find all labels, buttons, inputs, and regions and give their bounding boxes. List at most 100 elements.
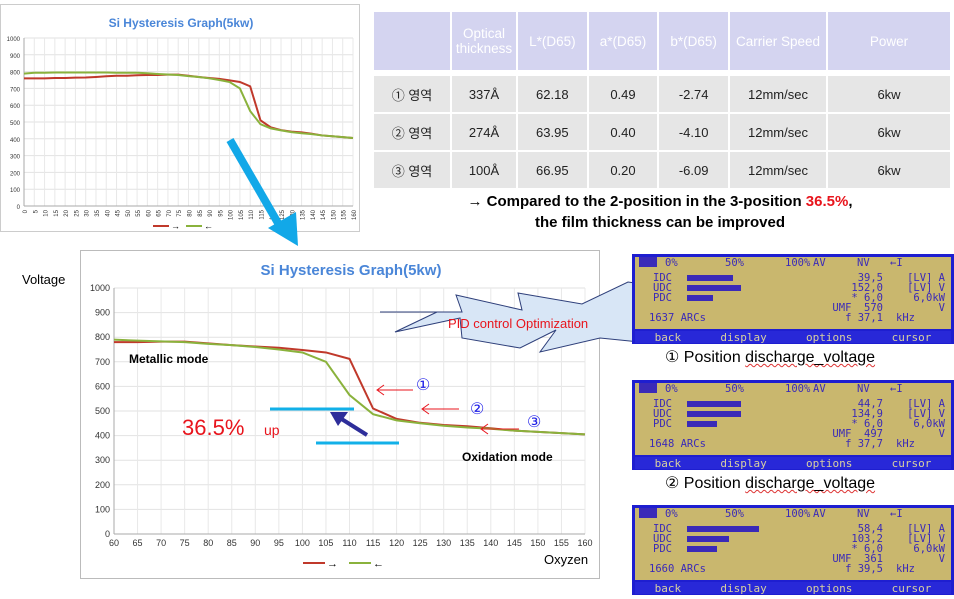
x-tick-label: 20 <box>64 209 70 216</box>
x-tick-label: 70 <box>156 538 166 548</box>
x-tick-label: 35 <box>95 209 101 216</box>
x-tick-label: 30 <box>85 209 91 216</box>
screen-caption: ② Position discharge_voltage <box>665 473 875 493</box>
x-tick-label: 155 <box>554 538 569 548</box>
x-tick-label: 5 <box>33 209 39 213</box>
screen-softkey-display[interactable]: display <box>720 331 767 344</box>
screen-row-value: 152,0 <box>851 282 883 294</box>
x-tick-label: 120 <box>389 538 404 548</box>
x-tick-label: 65 <box>133 538 143 548</box>
screen-softkey-display[interactable]: display <box>720 582 767 595</box>
screen-softkey-options[interactable]: options <box>805 582 853 595</box>
x-tick-label: 85 <box>198 209 204 216</box>
screen-softkey-options[interactable]: options <box>805 457 853 470</box>
screen-row-value: * 6,0 <box>851 292 883 304</box>
screen-softkey-cursor[interactable]: cursor <box>891 582 932 595</box>
table-cell: 337Å <box>452 76 516 112</box>
table-cell: ② 영역 <box>374 114 450 150</box>
umf-unit: V <box>938 553 945 565</box>
table-cell: 12mm/sec <box>730 152 826 188</box>
screen-row-unit: 6,0kW <box>913 418 945 430</box>
y-tick-label: 200 <box>95 480 110 490</box>
small-hysteresis-chart: Si Hysteresis Graph(5kw) → ← 0 100 200 300 4… <box>0 4 360 232</box>
x-tick-label: 65 <box>157 209 163 216</box>
x-tick-label: 160 <box>352 209 358 220</box>
screen-row-value: 44,7 <box>857 398 883 410</box>
table-row: ① 영역 337Å 62.18 0.49 -2.74 12mm/sec 6kw <box>374 76 950 112</box>
note-percent: 36.5% <box>805 193 849 210</box>
x-tick-label: 60 <box>146 209 152 216</box>
screen-header-item: NV <box>857 257 870 269</box>
small-chart-svg: Si Hysteresis Graph(5kw) → ← 01002003004… <box>7 16 358 231</box>
x-tick-label: 100 <box>229 209 235 220</box>
frequency-value: f 37,7 <box>845 438 883 450</box>
screen-row-label: UDC <box>653 533 672 545</box>
note-line2: the film thickness can be improved <box>534 214 786 231</box>
y-tick-label: 300 <box>95 455 110 465</box>
screen-row-unit: [LV] V <box>907 408 945 420</box>
x-tick-label: 125 <box>413 538 428 548</box>
level-bar <box>687 411 741 417</box>
controller-screen: 0% 50% 100% AV NV ←I IDC 58,4 [LV] A UDC 103,2 [LV]… <box>632 505 954 595</box>
y-tick-label: 600 <box>10 104 21 110</box>
screen-softkey-back[interactable]: back <box>654 582 682 595</box>
y-tick-label: 800 <box>95 332 110 342</box>
screen-row-label: UDC <box>653 408 672 420</box>
table-cell: -2.74 <box>659 76 728 112</box>
x-tick-label: 80 <box>203 538 213 548</box>
x-tick-label: 55 <box>136 209 142 216</box>
antenna-icon <box>639 383 657 393</box>
x-tick-label: 135 <box>460 538 475 548</box>
y-tick-label: 200 <box>10 171 21 177</box>
table-cell: 12mm/sec <box>730 114 826 150</box>
y-tick-label: 700 <box>10 87 21 93</box>
table-cell: 100Å <box>452 152 516 188</box>
x-tick-label: 105 <box>318 538 333 548</box>
screen-header-item: ←I <box>890 383 903 395</box>
x-tick-label: 145 <box>321 209 327 220</box>
y-tick-label: 700 <box>95 357 110 367</box>
col-header: Carrier Speed <box>730 12 826 70</box>
umf-unit: V <box>938 302 945 314</box>
screen-header-item: NV <box>857 508 870 520</box>
screen-softkey-display[interactable]: display <box>720 457 767 470</box>
table-cell: -4.10 <box>659 114 728 150</box>
screen-row-label: PDC <box>653 292 672 304</box>
y-tick-label: 400 <box>10 138 21 144</box>
x-tick-label: 15 <box>54 209 60 216</box>
screen-row-label: IDC <box>653 523 672 535</box>
frequency-unit: kHz <box>896 563 915 575</box>
x-tick-label: 40 <box>105 209 111 216</box>
screen-softkey-back[interactable]: back <box>654 457 682 470</box>
screen-header-item: 50% <box>725 508 744 520</box>
x-tick-label: 110 <box>249 209 255 219</box>
screen-row-value: 103,2 <box>851 533 883 545</box>
x-tick-label: 135 <box>301 209 307 220</box>
table-cell: 0.49 <box>588 76 658 112</box>
screen-softkey-back[interactable]: back <box>654 331 682 344</box>
screen-header-item: AV <box>813 383 826 395</box>
screen-header-item: 100% <box>785 508 811 520</box>
improvement-note: → Compared to the 2-position in the 3-po… <box>380 191 940 233</box>
table-cell: 6kw <box>828 114 950 150</box>
y-tick-label: 0 <box>105 529 110 539</box>
measurement-table: Optical thickness L*(D65) a*(D65) b*(D65… <box>372 10 952 190</box>
level-bar <box>687 295 714 301</box>
y-tick-label: 400 <box>95 431 110 441</box>
table-cell: 62.18 <box>518 76 587 112</box>
screen-softkey-cursor[interactable]: cursor <box>891 331 932 344</box>
table-cell: 12mm/sec <box>730 76 826 112</box>
legend-backward: ← <box>204 221 213 231</box>
screen-softkey-cursor[interactable]: cursor <box>891 457 932 470</box>
x-tick-label: 25 <box>74 209 80 216</box>
col-header <box>374 12 450 70</box>
screen-row-label: PDC <box>653 418 672 430</box>
x-tick-label: 85 <box>227 538 237 548</box>
x-tick-label: 60 <box>109 538 119 548</box>
screen-softkey-options[interactable]: options <box>805 331 853 344</box>
screen-row-label: IDC <box>653 398 672 410</box>
note-comma: , <box>848 193 853 210</box>
caption-number: ① <box>665 349 680 366</box>
series-line-backward <box>23 71 354 139</box>
screen-row-value: 134,9 <box>851 408 883 420</box>
